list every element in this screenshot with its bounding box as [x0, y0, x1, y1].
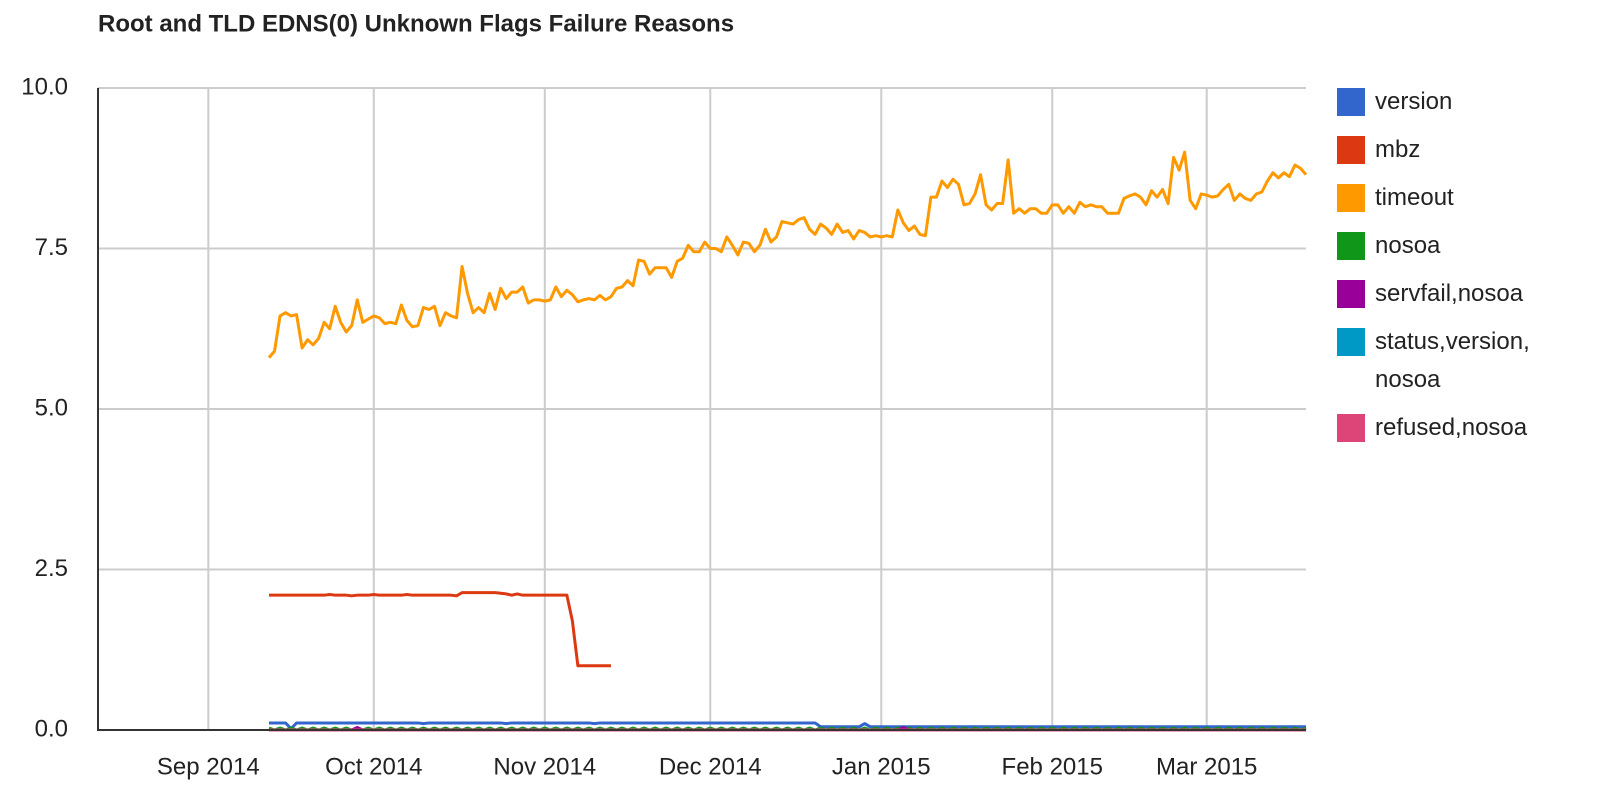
- x-tick-label: Feb 2015: [1002, 753, 1103, 780]
- y-tick-label: 0.0: [35, 715, 68, 742]
- series-line: [269, 721, 1306, 731]
- legend-label: timeout: [1375, 184, 1454, 211]
- series-line: [267, 150, 1308, 359]
- legend-label: servfail,nosoa: [1375, 280, 1524, 307]
- legend-item: version: [1337, 88, 1603, 136]
- legend-item: status,version,nosoa: [1337, 328, 1603, 414]
- grid: [98, 87, 1306, 731]
- x-tick-label: Dec 2014: [659, 753, 762, 780]
- y-tick-label: 10.0: [21, 73, 68, 100]
- legend-swatch: [1337, 414, 1365, 442]
- y-tick-label: 7.5: [35, 234, 68, 261]
- x-tick-label: Jan 2015: [832, 753, 931, 780]
- y-tick-label: 5.0: [35, 394, 68, 421]
- legend-label: refused,nosoa: [1375, 414, 1528, 441]
- legend-label: version: [1375, 88, 1453, 115]
- legend-item: timeout: [1337, 184, 1603, 232]
- legend-label: status,version,nosoa: [1375, 328, 1530, 393]
- legend-swatch: [1337, 232, 1365, 260]
- legend-swatch: [1337, 280, 1365, 308]
- legend: version mbz timeout nosoa servfail,nosoa stat…: [1337, 88, 1603, 462]
- legend-item: refused,nosoa: [1337, 414, 1603, 462]
- legend-item: servfail,nosoa: [1337, 280, 1603, 328]
- legend-label: nosoa: [1375, 232, 1441, 259]
- legend-item: mbz: [1337, 136, 1603, 184]
- x-tick-label: Sep 2014: [157, 753, 260, 780]
- legend-label: mbz: [1375, 136, 1421, 163]
- x-tick-label: Nov 2014: [493, 753, 596, 780]
- legend-swatch: [1337, 136, 1365, 164]
- y-tick-label: 2.5: [35, 555, 68, 582]
- legend-item: nosoa: [1337, 232, 1603, 280]
- chart-title: Root and TLD EDNS(0) Unknown Flags Failu…: [98, 10, 734, 37]
- x-tick-label: Oct 2014: [325, 753, 422, 780]
- series-line: [269, 591, 611, 668]
- legend-swatch: [1337, 88, 1365, 116]
- legend-swatch: [1337, 328, 1365, 356]
- legend-swatch: [1337, 184, 1365, 212]
- x-tick-label: Mar 2015: [1156, 753, 1257, 780]
